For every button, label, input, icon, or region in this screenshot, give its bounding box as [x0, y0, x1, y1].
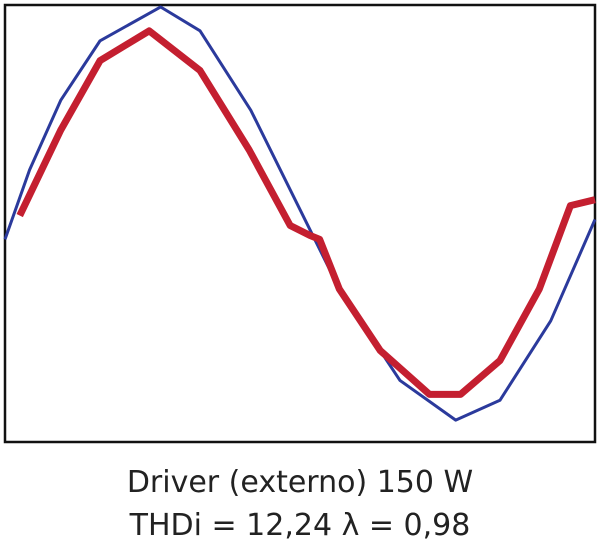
chart-subtitle: THDi = 12,24 λ = 0,98 — [129, 508, 471, 543]
plot-lines — [3, 5, 597, 422]
series-line — [3, 5, 597, 422]
plot-frame — [3, 3, 597, 444]
chart-title: Driver (externo) 150 W — [127, 465, 473, 500]
series-line — [16, 27, 596, 398]
